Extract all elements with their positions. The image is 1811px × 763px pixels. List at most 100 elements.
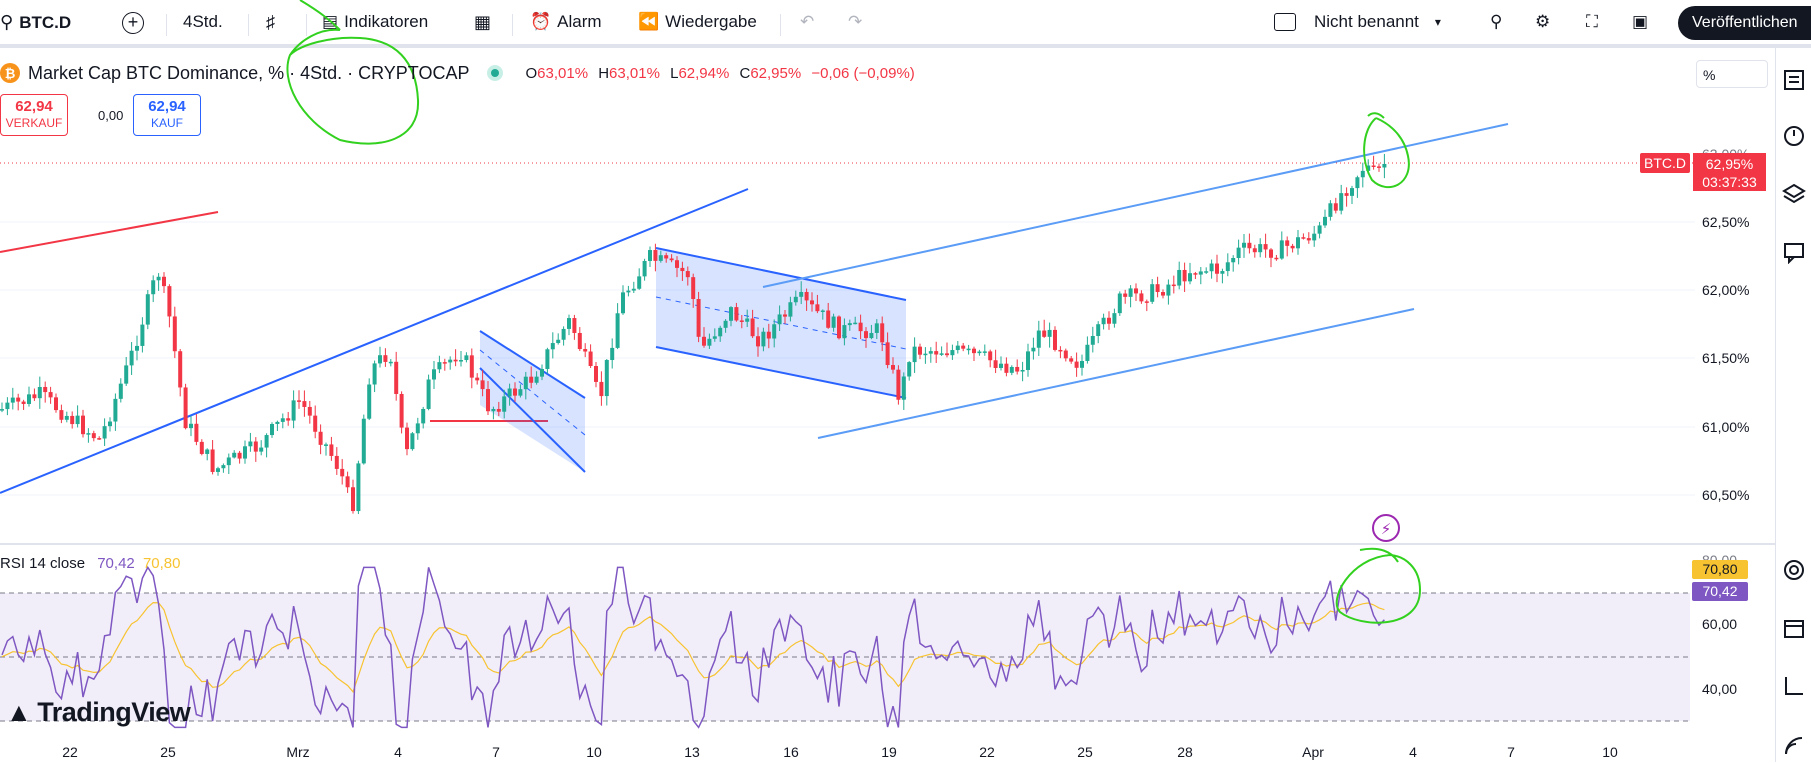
layout-name-button[interactable]: Nicht benannt ▾ <box>1274 12 1441 32</box>
candle[interactable] <box>658 255 663 261</box>
candle[interactable] <box>1350 188 1354 196</box>
candle[interactable] <box>37 386 42 399</box>
circle-interval-annotation[interactable] <box>286 0 420 145</box>
candle[interactable] <box>793 296 798 303</box>
candle[interactable] <box>1188 273 1192 282</box>
candle[interactable] <box>16 397 21 402</box>
candle[interactable] <box>550 343 555 350</box>
candle[interactable] <box>1323 216 1327 226</box>
candle[interactable] <box>351 487 355 512</box>
candle[interactable] <box>199 441 204 454</box>
market-status-icon[interactable] <box>487 65 504 81</box>
candle[interactable] <box>507 388 512 397</box>
candle[interactable] <box>972 348 976 354</box>
candle[interactable] <box>432 369 436 380</box>
candle[interactable] <box>248 441 253 447</box>
candle[interactable] <box>226 457 231 466</box>
circle-rsi-annotation[interactable] <box>1335 547 1422 624</box>
candle[interactable] <box>685 271 690 278</box>
candle[interactable] <box>329 444 334 456</box>
chat-icon[interactable] <box>1782 240 1810 268</box>
candle[interactable] <box>874 323 879 333</box>
candle[interactable] <box>388 361 393 364</box>
candle[interactable] <box>361 418 366 464</box>
candle[interactable] <box>253 441 258 452</box>
channel-top-line[interactable] <box>655 247 907 301</box>
candle[interactable] <box>91 433 96 439</box>
candle[interactable] <box>307 406 312 416</box>
rsi-legend[interactable]: RSI 14 close 70,42 70,80 <box>0 555 180 572</box>
candle[interactable] <box>653 250 658 261</box>
candle[interactable] <box>534 376 539 383</box>
candle[interactable] <box>356 463 361 512</box>
candle[interactable] <box>1236 247 1241 258</box>
candle[interactable] <box>1344 193 1349 196</box>
candle[interactable] <box>345 476 350 488</box>
candle[interactable] <box>237 452 242 459</box>
candle[interactable] <box>291 400 296 421</box>
ruler-icon[interactable] <box>1782 674 1810 702</box>
candle[interactable] <box>1328 203 1333 217</box>
candle[interactable] <box>858 322 863 332</box>
candle[interactable] <box>10 397 15 403</box>
candle[interactable] <box>108 421 112 427</box>
candle[interactable] <box>955 345 960 351</box>
candle[interactable] <box>264 435 269 448</box>
candle[interactable] <box>1058 349 1063 352</box>
candle[interactable] <box>1004 363 1009 373</box>
candle[interactable] <box>372 363 377 385</box>
candle[interactable] <box>577 332 582 350</box>
candle[interactable] <box>1042 330 1047 337</box>
compare-button[interactable]: + <box>122 12 144 34</box>
candle[interactable] <box>599 381 604 397</box>
candle[interactable] <box>1053 329 1057 350</box>
snapshot-button[interactable]: ▣ <box>1632 12 1648 32</box>
channel-bottom-line[interactable] <box>655 346 907 399</box>
candle[interactable] <box>1031 347 1036 352</box>
candle[interactable] <box>1377 166 1381 168</box>
candle[interactable] <box>1085 344 1090 361</box>
candle[interactable] <box>1209 263 1214 272</box>
flag-top-line[interactable] <box>479 330 586 399</box>
candle[interactable] <box>1096 324 1101 337</box>
candle[interactable] <box>648 250 652 261</box>
candle[interactable] <box>847 323 852 326</box>
candle[interactable] <box>5 402 10 410</box>
candle[interactable] <box>691 277 696 300</box>
signal-icon[interactable] <box>1782 734 1810 762</box>
candle[interactable] <box>561 328 566 340</box>
candle[interactable] <box>232 452 237 458</box>
candle[interactable] <box>675 260 679 268</box>
candle[interactable] <box>1333 203 1338 211</box>
candle[interactable] <box>901 376 906 400</box>
candle[interactable] <box>982 351 987 353</box>
buy-button[interactable]: 62,94 KAUF <box>133 94 201 136</box>
candle[interactable] <box>1220 271 1225 274</box>
candle[interactable] <box>1279 240 1284 259</box>
chart-canvas[interactable]: ⚡ <box>0 0 1775 762</box>
redo-button[interactable]: ↷ <box>848 12 862 32</box>
series-title[interactable]: Market Cap BTC Dominance, % · 4Std. · CR… <box>28 62 470 83</box>
candle[interactable] <box>799 291 804 297</box>
flag-bottom-line[interactable] <box>479 367 586 473</box>
candle[interactable] <box>205 449 210 454</box>
candle[interactable] <box>275 421 280 424</box>
candle[interactable] <box>1074 361 1079 368</box>
candle[interactable] <box>1139 293 1144 302</box>
candle[interactable] <box>1360 170 1365 178</box>
candle[interactable] <box>140 324 145 346</box>
candle[interactable] <box>1317 225 1322 234</box>
candle[interactable] <box>280 418 285 422</box>
candle[interactable] <box>178 351 183 388</box>
candle[interactable] <box>475 377 480 381</box>
candle[interactable] <box>86 433 91 435</box>
candle[interactable] <box>383 355 388 362</box>
layouts-button[interactable]: ▦ <box>474 12 491 33</box>
candle[interactable] <box>399 393 404 428</box>
candle[interactable] <box>1107 317 1111 324</box>
candle[interactable] <box>734 307 739 321</box>
candle[interactable] <box>221 465 226 469</box>
candle[interactable] <box>918 346 922 355</box>
candle[interactable] <box>869 332 874 339</box>
drawings[interactable] <box>0 123 1509 494</box>
